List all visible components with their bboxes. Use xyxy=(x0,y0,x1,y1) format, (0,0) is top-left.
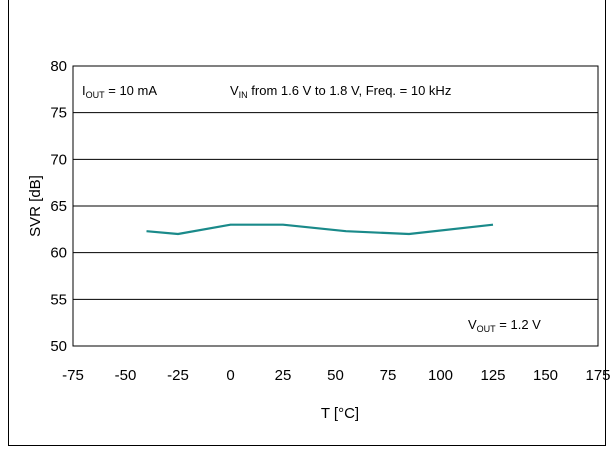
gridlines xyxy=(73,112,598,300)
x-tick-label: 150 xyxy=(533,367,558,384)
chart-frame xyxy=(8,0,606,446)
y-tick-labels: 50 55 60 65 70 75 80 xyxy=(50,58,67,355)
x-tick-label: -75 xyxy=(62,367,84,384)
y-tick-label: 65 xyxy=(50,198,67,215)
y-tick-label: 70 xyxy=(50,151,67,168)
y-axis-label: SVR [dB] xyxy=(27,175,44,237)
series-layer xyxy=(146,223,494,236)
y-tick-label: 80 xyxy=(50,58,67,75)
x-tick-label: 100 xyxy=(428,367,453,384)
x-tick-label: 0 xyxy=(226,367,234,384)
x-tick-label: 75 xyxy=(380,367,397,384)
x-tick-labels: -75 -50 -25 0 25 50 75 100 125 150 175 xyxy=(62,367,610,384)
x-tick-label: -50 xyxy=(115,367,137,384)
x-tick-label: 125 xyxy=(480,367,505,384)
y-tick-label: 60 xyxy=(50,245,67,262)
y-tick-label: 55 xyxy=(50,291,67,308)
x-tick-label: 175 xyxy=(585,367,610,384)
x-tick-label: 50 xyxy=(327,367,344,384)
x-tick-label: 25 xyxy=(275,367,292,384)
y-tick-label: 50 xyxy=(50,338,67,355)
annotation-iout: IOUT = 10 mA xyxy=(82,83,157,100)
annotation-vout: VOUT = 1.2 V xyxy=(468,317,541,334)
y-tick-label: 75 xyxy=(50,105,67,122)
annotation-vin: VIN from 1.6 V to 1.8 V, Freq. = 10 kHz xyxy=(230,83,451,100)
x-axis-label: T [°C] xyxy=(321,405,359,422)
x-tick-label: -25 xyxy=(167,367,189,384)
